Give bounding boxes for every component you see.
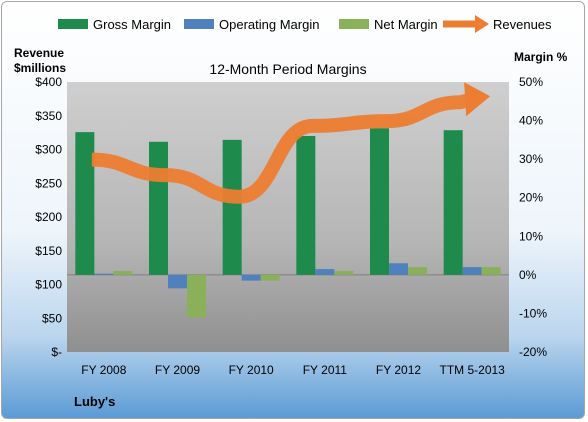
axes: $- $50 $100 $150 $200 $250 $300 $350 $400 -20% -10… — [35, 75, 547, 377]
x-tick-label: FY 2009 — [155, 363, 200, 377]
bars — [75, 128, 501, 318]
bar-net-margin — [260, 274, 280, 281]
y-left-label-line2: $millions — [14, 61, 66, 75]
bar-operating-margin — [389, 263, 408, 275]
bar-net-margin — [113, 271, 133, 275]
chart-title: 12-Month Period Margins — [209, 61, 366, 77]
bar-gross-margin — [370, 128, 389, 275]
x-tick-label: FY 2010 — [229, 363, 274, 377]
revenue-line — [91, 82, 491, 204]
y-right-tick-label: 50% — [519, 75, 543, 89]
x-tick-label: FY 2008 — [81, 363, 126, 377]
bar-gross-margin — [222, 139, 242, 275]
revenues-arrowhead — [464, 82, 491, 117]
bar-operating-margin — [168, 274, 187, 289]
revenues-line — [91, 93, 470, 204]
bar-operating-margin — [94, 273, 114, 275]
legend-label: Operating Margin — [219, 17, 319, 32]
bar-gross-margin — [75, 132, 95, 275]
chart-svg: Gross Margin Operating Margin Net Margin Re… — [14, 15, 568, 409]
bar-gross-margin — [443, 130, 463, 275]
y-right-tick-label: 30% — [519, 152, 543, 166]
x-tick-label: FY 2011 — [303, 363, 348, 377]
y-left-tick-label: $250 — [35, 176, 62, 190]
x-tick-label: FY 2012 — [376, 363, 421, 377]
bar-net-margin — [408, 267, 427, 275]
legend-swatch — [339, 19, 369, 29]
y-left-tick-label: $- — [51, 345, 62, 359]
y-left-tick-label: $50 — [42, 311, 62, 325]
plot-area — [67, 82, 509, 352]
y-right-tick-label: -10% — [519, 306, 547, 320]
legend-label: Gross Margin — [93, 17, 171, 32]
bar-operating-margin — [241, 274, 261, 281]
legend-swatch — [58, 19, 88, 29]
y-left-tick-label: $200 — [35, 210, 62, 224]
y-left-tick-label: $150 — [35, 244, 62, 258]
bar-gross-margin — [149, 141, 168, 275]
legend: Gross Margin Operating Margin Net Margin Re… — [58, 15, 552, 33]
y-right-tick-label: -20% — [519, 345, 547, 359]
legend-label: Net Margin — [374, 17, 438, 32]
bar-operating-margin — [462, 267, 482, 275]
bar-gross-margin — [296, 136, 316, 275]
y-left-label-line1: Revenue — [14, 46, 64, 60]
y-right-tick-label: 10% — [519, 229, 543, 243]
y-right-tick-label: 40% — [519, 114, 543, 128]
y-right-tick-label: 0% — [519, 268, 537, 282]
y-left-tick-label: $350 — [35, 109, 62, 123]
legend-swatch-arrowhead — [475, 15, 489, 33]
y-left-tick-label: $400 — [35, 75, 62, 89]
y-right-tick-label: 20% — [519, 191, 543, 205]
y-left-tick-label: $300 — [35, 143, 62, 157]
bar-net-margin — [481, 267, 501, 275]
legend-label: Revenues — [493, 17, 552, 32]
x-tick-label: TTM 5-2013 — [439, 363, 505, 377]
y-left-tick-label: $100 — [35, 278, 62, 292]
company-label: Luby's — [74, 394, 115, 409]
bar-net-margin — [334, 271, 354, 275]
bar-operating-margin — [315, 269, 335, 275]
y-right-label: Margin % — [514, 50, 568, 64]
legend-swatch — [184, 19, 214, 29]
bar-net-margin — [187, 274, 206, 318]
